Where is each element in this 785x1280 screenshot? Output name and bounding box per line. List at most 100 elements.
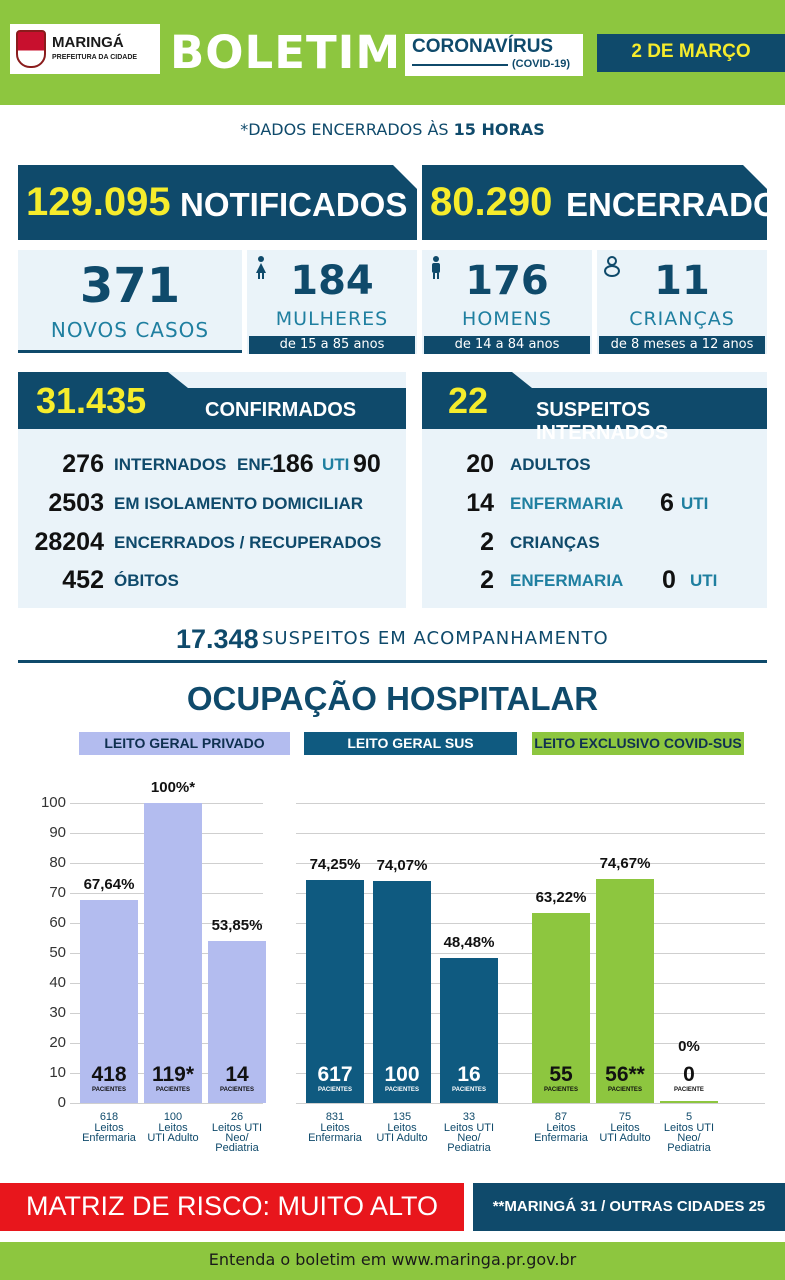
bar-bed-total: 831 (325, 1111, 345, 1123)
y-tick-label: 30 (49, 1004, 66, 1021)
occupancy-bar (208, 941, 266, 1103)
gridline (296, 803, 537, 804)
y-tick-label: 10 (49, 1064, 66, 1081)
suspected-children-label: CRIANÇAS (510, 533, 600, 552)
men-label: HOMENS (462, 308, 552, 330)
logo-city-name: MARINGÁ (52, 34, 124, 51)
cutoff-prefix: *DADOS ENCERRADOS ÀS (240, 120, 454, 139)
bar-percent-label: 74,67% (599, 854, 651, 872)
closed-banner (422, 165, 767, 240)
category-sus: LEITO GERAL SUS (304, 732, 517, 755)
city-crest-icon (16, 30, 46, 68)
gridline (296, 833, 537, 834)
hospitalized-label: INTERNADOS (114, 455, 227, 474)
bar-patients-caption: PACIENTES (220, 1087, 254, 1093)
bar-patient-count: 56** (605, 1063, 645, 1086)
bar-bed-type: Leitos (610, 1122, 640, 1134)
occupancy-chart: 0 10 20 30 40 50 60 70 80 90 100 67,64% 418 PACIENTES… (0, 770, 785, 1170)
topic-subtitle: (COVID-19) (512, 58, 571, 70)
bar-bed-type: Leitos (546, 1122, 576, 1134)
bar-bed-type: Leitos UTI (443, 1122, 495, 1134)
data-cutoff-note: *DADOS ENCERRADOS ÀS 15 HORAS (0, 120, 785, 139)
bar-bed-total: 135 (392, 1111, 412, 1123)
icu-label: UTI (322, 455, 350, 474)
suspected-children-ward-value: 2 (480, 566, 494, 594)
date-badge (597, 34, 785, 72)
bar-percent-label: 0% (678, 1038, 700, 1055)
women-age-range: de 15 a 85 anos (249, 336, 415, 354)
children-label: CRIANÇAS (629, 308, 735, 330)
bar-bed-type: UTI Adulto (376, 1132, 428, 1144)
bar-patient-count: 14 (225, 1063, 249, 1086)
bar-patients-caption: PACIENTES (92, 1087, 126, 1093)
closed-value: 80.290 (430, 180, 553, 224)
suspected-adults-icu-label: UTI (681, 494, 709, 513)
deaths-value: 452 (62, 566, 104, 594)
bar-bed-type: Enfermaria (534, 1132, 588, 1144)
bar-patient-count: 55 (549, 1063, 573, 1086)
bar-bed-type: Pediatria (215, 1142, 259, 1154)
topic-box (405, 34, 583, 76)
ward-label: ENF. (237, 455, 274, 474)
bar-percent-label: 63,22% (535, 889, 587, 907)
topic-title: CORONAVÍRUS (412, 36, 554, 57)
new-cases-underline (18, 350, 242, 353)
new-cases-card (18, 250, 242, 352)
y-tick-label: 0 (57, 1094, 66, 1111)
section-divider (18, 660, 767, 663)
bar-bed-type: Leitos (387, 1122, 417, 1134)
y-tick-label: 20 (49, 1034, 66, 1051)
tracked-value: 17.348 (176, 624, 259, 654)
city-logo: MARINGÁ PREFEITURA DA CIDADE (10, 24, 160, 74)
bar-percent-label: 67,64% (83, 876, 135, 894)
bar-patient-count: 617 (317, 1063, 353, 1086)
footer-bar (0, 1242, 785, 1280)
bar-bed-type: Enfermaria (82, 1132, 136, 1144)
men-value: 176 (465, 258, 549, 304)
footer-link-text: Entenda o boletim em www.maringa.pr.gov.… (208, 1250, 577, 1269)
bar-patients-caption: PACIENTES (156, 1087, 190, 1093)
new-cases-value: 371 (79, 258, 181, 314)
gridline (522, 833, 765, 834)
origin-note: **MARINGÁ 31 / OUTRAS CIDADES 25 (492, 1198, 766, 1215)
suspected-children-icu-label: UTI (690, 571, 718, 590)
suspected-children-icu-value: 0 (662, 566, 676, 594)
bar-patient-count: 16 (457, 1063, 481, 1086)
bar-bed-type: Leitos (94, 1122, 124, 1134)
occupancy-bar (373, 880, 431, 1103)
bar-bed-type: Leitos UTI (211, 1122, 263, 1134)
bar-bed-type: Neo/ (677, 1132, 701, 1144)
bar-bed-total: 100 (163, 1111, 183, 1123)
occupancy-bar (440, 957, 498, 1103)
suspected-label: SUSPEITOS INTERNADOS (536, 399, 669, 444)
occupancy-bar (144, 803, 202, 1103)
date-text: 2 DE MARÇO (631, 41, 751, 62)
gridline (296, 1103, 537, 1104)
gridline (522, 803, 765, 804)
suspected-children-ward-label: ENFERMARIA (510, 571, 624, 590)
suspected-adults-value: 20 (466, 450, 494, 478)
suspected-adults-ward-value: 14 (466, 489, 494, 517)
bar-patients-caption: PACIENTES (385, 1087, 419, 1093)
page-title: BOLETIM (170, 26, 402, 79)
confirmed-header (18, 372, 406, 429)
cutoff-hour: 15 HORAS (453, 120, 545, 139)
occupancy-bar (660, 1101, 718, 1103)
y-tick-label: 100 (40, 794, 66, 811)
notified-value: 129.095 (26, 180, 171, 224)
icu-value: 90 (353, 450, 381, 478)
bar-bed-type: Pediatria (667, 1142, 711, 1154)
gridline (296, 863, 537, 864)
hospital-section-title: OCUPAÇÃO HOSPITALAR (186, 680, 599, 717)
tracked-label: SUSPEITOS EM ACOMPANHAMENTO (262, 628, 609, 649)
bar-patient-count: 100 (384, 1063, 420, 1086)
men-age-range: de 14 a 84 anos (424, 336, 590, 354)
bar-bed-type: Enfermaria (308, 1132, 362, 1144)
occupancy-bar (596, 878, 654, 1103)
bar-patients-caption: PACIENTES (544, 1087, 578, 1093)
bar-patient-count: 119* (151, 1063, 195, 1086)
bar-bed-type: Pediatria (447, 1142, 491, 1154)
category-covid: LEITO EXCLUSIVO COVID-SUS (532, 732, 744, 755)
bar-percent-label: 74,25% (309, 856, 361, 874)
bar-bed-type: Neo/ (457, 1132, 481, 1144)
